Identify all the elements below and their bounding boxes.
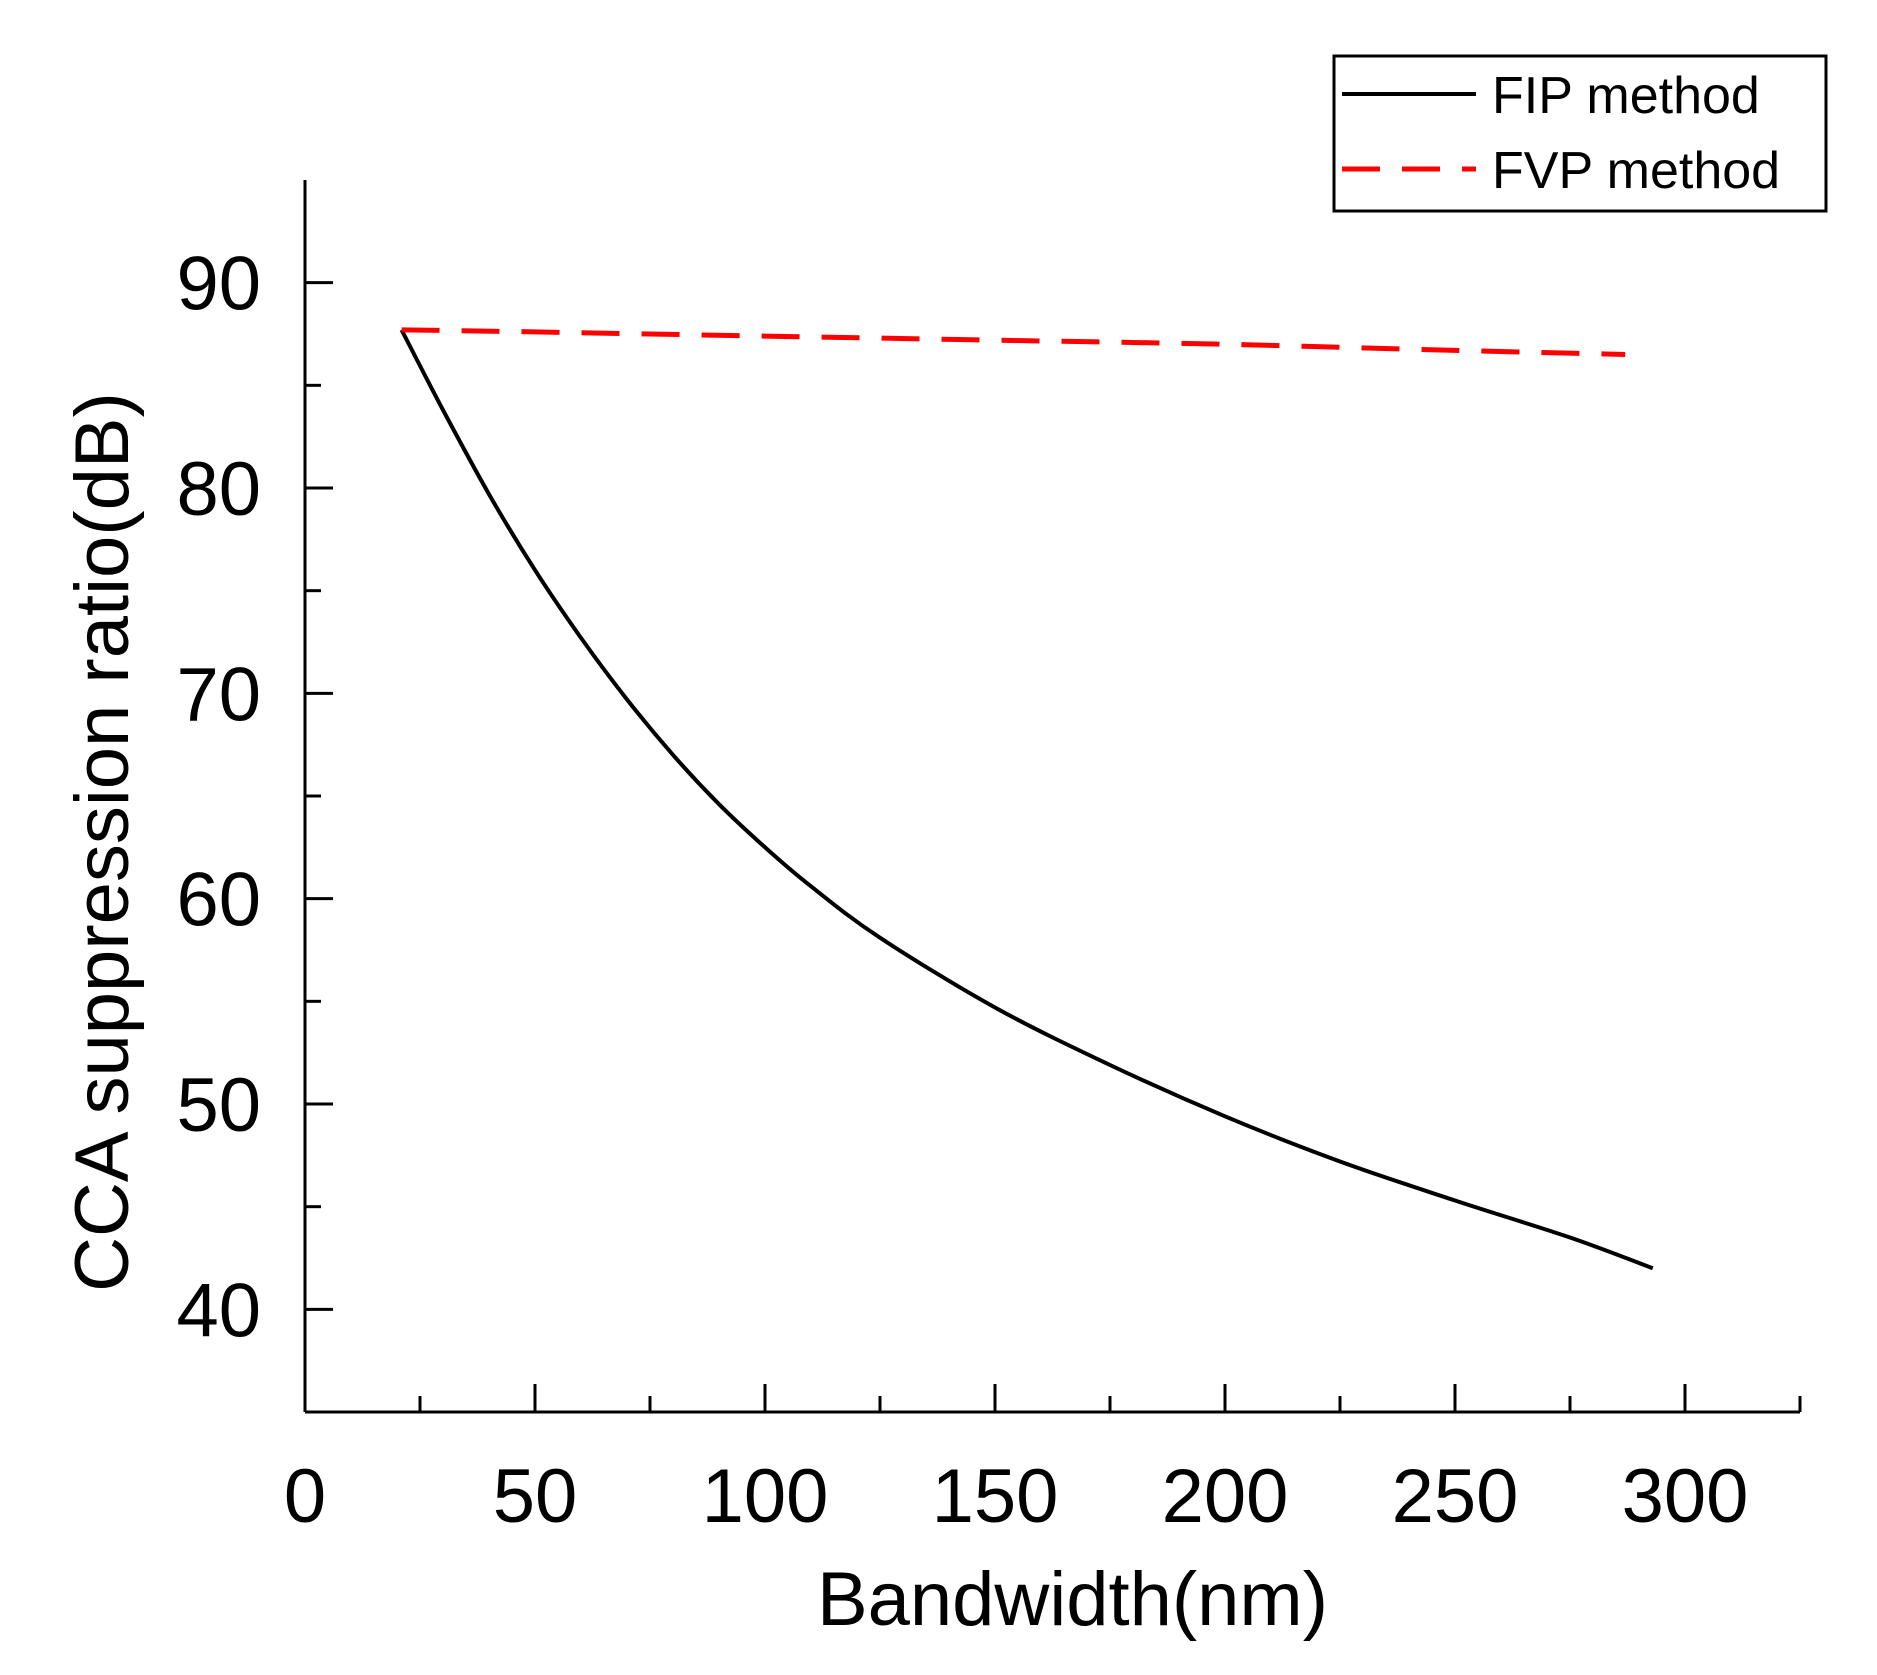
x-tick-label: 300 [1622,1454,1749,1539]
x-tick-label: 150 [932,1454,1059,1539]
legend-box [1332,54,1828,213]
x-tick-label: 200 [1162,1454,1289,1539]
x-tick-label: 250 [1392,1454,1519,1539]
y-tick-label: 90 [176,242,261,327]
y-tick-label: 70 [176,652,261,737]
legend-label-fip: FIP method [1492,67,1760,125]
x-tick-label: 100 [702,1454,829,1539]
y-tick-label: 50 [176,1063,261,1148]
series-line-fvp [401,327,1626,357]
y-axis-title: CCA suppression ratio(dB) [60,392,145,1292]
y-tick-label: 80 [176,447,261,532]
y-tick-label: 60 [176,858,261,943]
x-axis-title: Bandwidth(nm) [817,1557,1328,1642]
x-tick-label: 0 [284,1454,326,1539]
legend-label-fvp: FVP method [1492,142,1780,200]
x-tick-label: 50 [493,1454,578,1539]
series-line-fip [399,328,1654,1271]
y-tick-label: 40 [176,1268,261,1353]
